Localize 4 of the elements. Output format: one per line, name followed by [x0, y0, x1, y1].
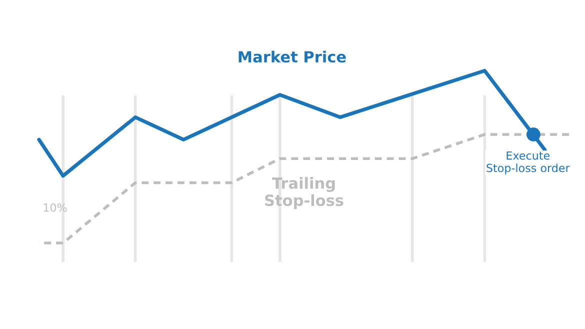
annotation: 10% [44, 203, 67, 212]
text: Market Price [238, 50, 346, 63]
series-label: Trailing Stop-loss [265, 177, 344, 210]
annotation: Execute Stop-loss order [486, 151, 570, 174]
